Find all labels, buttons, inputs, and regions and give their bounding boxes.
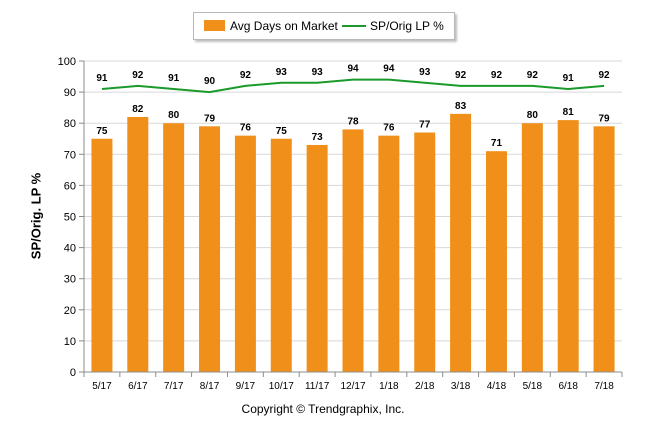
line-value-label: 93	[419, 67, 431, 78]
x-tick-label: 5/18	[523, 381, 543, 392]
bar-value-label: 78	[347, 116, 359, 127]
x-tick-label: 9/17	[236, 381, 256, 392]
bar-value-label: 82	[132, 104, 144, 115]
bar-9/17	[234, 135, 256, 372]
legend-line-swatch	[342, 25, 366, 27]
copyright-footer: Copyright © Trendgraphix, Inc.	[241, 402, 405, 416]
line-value-label: 94	[383, 64, 395, 75]
line-sp-orig-lp	[101, 78, 605, 94]
line-value-label: 91	[563, 73, 575, 84]
line-value-label: 92	[527, 70, 539, 81]
bar-3/18	[450, 113, 472, 373]
bar-value-label: 75	[276, 126, 288, 137]
x-tick-label: 6/17	[128, 381, 148, 392]
legend-bar-label: Avg Days on Market	[230, 19, 338, 33]
x-tick-label: 1/18	[379, 381, 399, 392]
x-tick-label: 12/17	[340, 381, 365, 392]
x-tick-label: 10/17	[269, 381, 294, 392]
x-tick-label: 4/18	[487, 381, 507, 392]
legend-bar-swatch	[204, 20, 225, 31]
bar-value-label: 83	[455, 101, 467, 112]
bar-value-label: 76	[383, 123, 395, 134]
y-tick-label: 60	[64, 180, 76, 192]
x-tick-label: 11/17	[305, 381, 330, 392]
bar-value-label: 80	[168, 110, 180, 121]
x-tick-label: 6/18	[558, 381, 578, 392]
line-value-label: 92	[132, 70, 144, 81]
line-value-label: 92	[491, 70, 503, 81]
data-labels: 75 82 80 79 76 75 73 78 76 77 83 71 80 81 79 91 92 91 90 92…	[96, 64, 610, 150]
line-value-label: 93	[276, 67, 288, 78]
bar-value-label: 81	[563, 107, 575, 118]
bar-12/17	[342, 129, 364, 372]
bar-2/18	[414, 132, 436, 372]
x-tick-label: 2/18	[415, 381, 435, 392]
bar-series	[91, 113, 615, 373]
x-tick-label: 7/17	[164, 381, 184, 392]
x-tick-label: 3/18	[451, 381, 471, 392]
x-tick-label: 7/18	[594, 381, 614, 392]
bar-value-label: 76	[240, 123, 252, 134]
line-series	[101, 78, 605, 94]
bar-value-label: 80	[527, 110, 539, 121]
bar-1/18	[378, 135, 400, 372]
y-tick-label: 40	[64, 243, 76, 255]
line-value-label: 92	[455, 70, 467, 81]
bar-value-label: 79	[599, 113, 611, 124]
y-tick-label: 30	[64, 274, 76, 286]
bar-4/18	[485, 151, 507, 372]
bar-10/17	[270, 138, 292, 372]
line-value-label: 91	[168, 73, 180, 84]
x-tick-label: 5/17	[92, 381, 112, 392]
line-value-label: 92	[599, 70, 611, 81]
bar-8/17	[199, 126, 221, 372]
y-tick-label: 80	[64, 118, 76, 130]
bar-5/18	[521, 123, 543, 372]
line-value-label: 94	[347, 64, 359, 75]
bar-value-label: 79	[204, 113, 216, 124]
y-tick-label: 0	[70, 367, 76, 379]
bar-7/18	[593, 126, 615, 372]
line-value-label: 90	[204, 76, 216, 87]
y-tick-label: 90	[64, 87, 76, 99]
y-tick-label: 50	[64, 212, 76, 224]
bar-6/18	[557, 120, 579, 372]
line-value-label: 91	[96, 73, 108, 84]
line-value-label: 93	[312, 67, 324, 78]
axes: 0 10 20 30 40 50 60 70 80 90 100 5/17 6/17 7/17 8/17 9/…	[58, 56, 623, 392]
line-value-label: 92	[240, 70, 252, 81]
bar-5/17	[91, 138, 113, 372]
legend-line-label: SP/Orig LP %	[370, 19, 444, 33]
x-tick-label: 8/17	[200, 381, 220, 392]
bar-value-label: 75	[96, 126, 108, 137]
bar-value-label: 77	[419, 120, 431, 131]
bar-value-label: 71	[491, 138, 503, 149]
bar-value-label: 73	[312, 132, 324, 143]
y-tick-label: 20	[64, 305, 76, 317]
y-tick-label: 100	[58, 56, 76, 68]
bar-6/17	[127, 116, 149, 372]
y-tick-label: 10	[64, 336, 76, 348]
bar-7/17	[163, 123, 185, 372]
legend: Avg Days on Market SP/Orig LP %	[193, 12, 455, 40]
y-axis-title: SP/Orig. LP %	[28, 172, 44, 260]
bar-11/17	[306, 144, 328, 372]
y-tick-label: 70	[64, 149, 76, 161]
